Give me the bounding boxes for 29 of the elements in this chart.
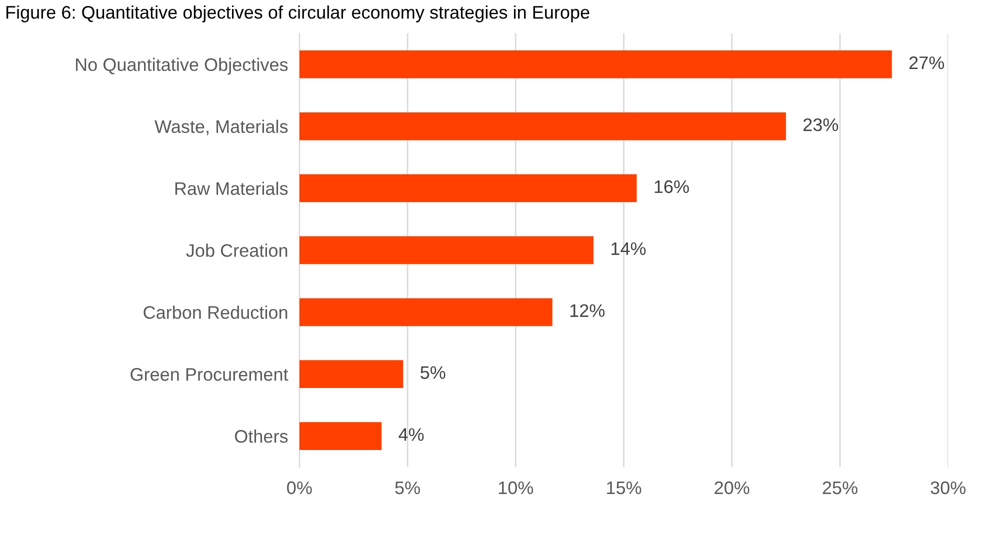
- y-tick-label: Job Creation: [186, 244, 288, 257]
- x-tick-label: 5%: [395, 481, 420, 494]
- data-label: 27%: [909, 56, 944, 70]
- y-tick-label: Raw Materials: [175, 182, 288, 195]
- y-tick-label: Green Procurement: [130, 368, 288, 381]
- bar: [299, 50, 892, 78]
- y-tick-label: No Quantitative Objectives: [76, 58, 288, 75]
- y-tick-label: Carbon Reduction: [144, 306, 288, 319]
- data-label: 12%: [570, 304, 605, 317]
- data-label: 16%: [654, 180, 689, 194]
- x-tick-label: 25%: [822, 481, 858, 494]
- x-tick-label: 10%: [498, 481, 534, 494]
- data-label: 4%: [398, 428, 424, 441]
- x-tick-label: 30%: [930, 481, 966, 494]
- chart-title: Figure 6: Quantitative objectives of circular economy strategies in Europe: [6, 5, 590, 22]
- y-tick-label: Waste, Materials: [154, 120, 288, 136]
- bar: [299, 112, 786, 140]
- y-tick-label: Others: [234, 430, 288, 443]
- bar: [299, 298, 552, 326]
- x-tick-label: 15%: [607, 481, 642, 494]
- bar: [299, 360, 404, 388]
- x-tick-label: 0%: [287, 481, 312, 494]
- x-tick-label: 20%: [714, 481, 750, 494]
- bar: [299, 236, 594, 264]
- data-label: 23%: [804, 118, 838, 132]
- data-label: 5%: [420, 366, 446, 379]
- bar: [299, 422, 382, 450]
- bar: [299, 174, 637, 202]
- data-label: 14%: [612, 242, 646, 255]
